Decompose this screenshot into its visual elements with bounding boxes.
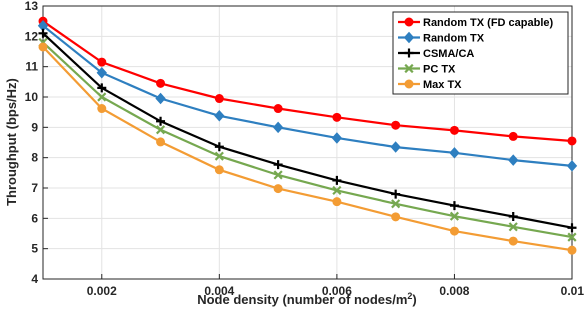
data-point — [391, 189, 401, 199]
data-point — [273, 104, 283, 114]
legend: Random TX (FD capable) Random TX CSMA/CA PC… — [392, 11, 569, 95]
series-line — [42, 41, 573, 239]
legend-label: PC TX — [423, 64, 456, 76]
y-axis-label: Throughput (bps/Hz) — [4, 78, 19, 206]
data-point — [97, 57, 107, 67]
data-point — [508, 222, 518, 232]
data-point — [272, 121, 284, 134]
axis-ticks: 4 5 6 7 8 9 10 11 12 13 0.002 0.004 0.006 0.008 0.01 — [25, 0, 585, 298]
data-point — [155, 125, 166, 135]
data-point — [449, 147, 460, 159]
y-tick-label: 5 — [31, 242, 38, 256]
data-point — [273, 170, 283, 180]
data-point — [449, 201, 459, 211]
series-4 — [38, 37, 577, 242]
data-point — [567, 136, 577, 146]
series-line — [42, 32, 573, 229]
series-lines — [37, 16, 578, 255]
data-point — [156, 116, 166, 126]
series-1 — [38, 16, 577, 146]
data-point — [156, 78, 166, 88]
data-point — [38, 28, 48, 38]
legend-items: Random TX (FD capable) Random TX CSMA/CA PC… — [398, 17, 554, 91]
x-tick-label: 0.002 — [87, 284, 117, 298]
data-point — [332, 185, 342, 196]
data-point — [449, 226, 459, 236]
x-axis-label: Node density (number of nodes/m2) — [197, 291, 417, 307]
data-point — [273, 160, 283, 170]
data-point — [391, 120, 401, 130]
data-point — [97, 92, 107, 102]
legend-entry: Max TX — [398, 79, 462, 91]
data-point — [332, 112, 342, 122]
legend-label: Random TX — [423, 33, 485, 45]
data-point — [390, 141, 401, 153]
legend-entry: PC TX — [398, 64, 456, 76]
data-point — [214, 151, 224, 161]
y-tick-label: 8 — [31, 151, 38, 165]
data-point — [404, 17, 414, 27]
x-tick-label: 0.006 — [322, 284, 352, 298]
series-5 — [38, 42, 577, 255]
data-point — [449, 125, 459, 135]
y-tick-label: 10 — [25, 90, 39, 104]
data-point — [97, 83, 107, 93]
data-point — [403, 31, 415, 44]
data-point — [404, 63, 414, 74]
series-line — [42, 24, 573, 167]
data-point — [567, 245, 577, 255]
data-point — [566, 160, 578, 172]
series-line — [42, 46, 573, 252]
data-point — [508, 131, 518, 141]
x-tick-label: 0.004 — [204, 284, 234, 298]
series-line — [42, 20, 573, 143]
data-point — [214, 165, 224, 175]
data-point — [391, 199, 401, 209]
data-point — [214, 110, 225, 122]
data-point — [96, 66, 107, 79]
y-tick-label: 12 — [25, 29, 39, 43]
legend-label: CSMA/CA — [423, 48, 474, 60]
data-point — [567, 232, 577, 242]
data-point — [331, 132, 343, 144]
data-point — [273, 184, 283, 194]
y-tick-label: 4 — [31, 272, 38, 286]
data-point — [508, 236, 518, 246]
legend-entry: CSMA/CA — [398, 48, 474, 60]
y-tick-label: 9 — [31, 120, 38, 134]
legend-box — [392, 11, 569, 95]
data-point — [508, 212, 518, 222]
data-point — [391, 212, 401, 222]
data-point — [332, 197, 342, 207]
data-point — [38, 42, 48, 52]
series-3 — [38, 28, 577, 233]
data-point — [404, 79, 414, 89]
legend-label: Max TX — [423, 79, 462, 91]
y-tick-label: 7 — [31, 181, 38, 195]
x-tick-label: 0.01 — [561, 284, 585, 298]
data-point — [156, 137, 166, 147]
data-point — [404, 48, 414, 58]
data-point — [214, 94, 224, 104]
series-2 — [37, 19, 578, 172]
data-point — [97, 104, 107, 114]
data-point — [449, 211, 460, 221]
data-point — [332, 175, 342, 185]
data-point — [508, 154, 519, 166]
y-tick-label: 11 — [25, 60, 38, 74]
data-point — [214, 142, 224, 152]
data-point — [155, 92, 166, 105]
y-tick-label: 6 — [31, 211, 38, 225]
legend-label: Random TX (FD capable) — [423, 17, 554, 29]
data-point — [567, 223, 577, 233]
legend-entry: Random TX — [398, 31, 485, 45]
legend-entry: Random TX (FD capable) — [398, 17, 554, 29]
x-tick-label: 0.008 — [439, 284, 469, 298]
y-tick-label: 13 — [25, 0, 39, 13]
